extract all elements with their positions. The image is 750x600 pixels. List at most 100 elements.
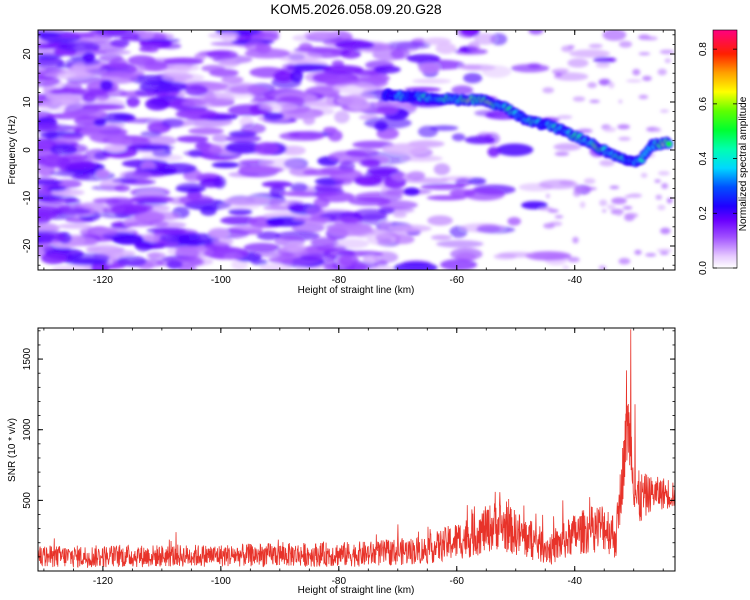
noise-blob [569, 49, 611, 58]
noise-blob [110, 204, 149, 216]
noise-blob [38, 66, 63, 75]
noise-blob [572, 189, 581, 197]
noise-blob [388, 224, 432, 233]
noise-blob [579, 201, 586, 209]
y-tick-label: 1000 [22, 418, 33, 441]
noise-blob [224, 141, 263, 154]
colorbar-tick-label: 0.6 [698, 96, 709, 110]
noise-blob [566, 181, 571, 186]
noise-blob [38, 75, 61, 87]
noise-blob [244, 40, 267, 52]
noise-blob [100, 80, 114, 91]
noise-blob [238, 166, 284, 174]
noise-blob [456, 30, 480, 39]
noise-blob [656, 248, 672, 252]
noise-blob [393, 212, 407, 218]
noise-blob [256, 231, 281, 241]
noise-blob [640, 172, 648, 178]
noise-blob [253, 251, 296, 258]
snr-plot-area [38, 329, 675, 568]
noise-blob [538, 206, 554, 211]
noise-blob [407, 171, 426, 181]
noise-blob [378, 220, 393, 232]
noise-blob [618, 40, 633, 48]
noise-blob [290, 182, 308, 192]
noise-blob [609, 185, 620, 190]
noise-blob [159, 43, 182, 50]
noise-blob [134, 88, 159, 97]
colorbar-label: Normalized spectral amplitude [738, 96, 749, 231]
noise-blob [638, 94, 649, 100]
noise-blob [390, 48, 411, 60]
noise-blob [440, 259, 478, 270]
spectrogram-plot-area [38, 30, 675, 270]
y-tick-label: 10 [22, 96, 33, 108]
noise-blob [38, 156, 46, 166]
noise-blob [227, 104, 269, 117]
noise-blob [50, 144, 77, 156]
noise-blob [135, 240, 153, 252]
noise-blob [223, 196, 271, 206]
noise-blob [208, 32, 240, 39]
noise-blob [116, 255, 147, 267]
noise-blob [273, 70, 294, 83]
noise-blob [660, 109, 669, 113]
noise-blob [436, 240, 484, 248]
noise-blob [62, 133, 84, 141]
noise-blob [666, 197, 673, 204]
noise-blob [464, 187, 505, 201]
noise-blob [602, 209, 607, 213]
y-tick-label: 1500 [22, 348, 33, 371]
noise-blob [317, 191, 355, 203]
x-tick-label: -60 [450, 275, 465, 286]
x-tick-label: -100 [211, 275, 231, 286]
noise-blob [661, 183, 669, 189]
noise-blob [393, 261, 438, 270]
noise-blob [298, 42, 313, 52]
noise-blob [286, 63, 333, 72]
noise-blob [38, 179, 63, 185]
noise-blob [557, 115, 573, 119]
noise-blob [254, 142, 280, 155]
noise-blob [581, 186, 597, 191]
noise-blob [201, 64, 226, 72]
noise-blob [562, 265, 570, 270]
noise-blob [69, 88, 108, 96]
noise-blob [103, 143, 127, 153]
spectrogram-x-axis: -120 -100 -80 -60 -40 [43, 30, 664, 286]
noise-blob [463, 72, 483, 84]
noise-blob [339, 160, 355, 172]
noise-blob [107, 137, 132, 146]
noise-blob [642, 75, 652, 81]
noise-blob [140, 130, 162, 138]
noise-blob [403, 187, 420, 196]
noise-blob [323, 126, 338, 134]
noise-blob [194, 53, 207, 60]
noise-blob [618, 257, 631, 265]
noise-blob [521, 201, 548, 210]
noise-blob [366, 233, 397, 246]
noise-blob [206, 49, 238, 60]
noise-blob [290, 70, 304, 83]
noise-blob [112, 234, 144, 245]
y-tick-label: 500 [22, 492, 33, 509]
y-tick-label: -20 [22, 238, 33, 253]
snr-series-line [38, 329, 675, 568]
snr-x-axis: -120 -100 -80 -60 -40 [43, 328, 664, 587]
noise-blob [528, 30, 544, 35]
noise-blob [199, 178, 223, 188]
noise-blob [82, 52, 95, 63]
noise-blob [603, 126, 617, 133]
noise-blob [592, 56, 617, 63]
noise-blob [306, 206, 325, 217]
noise-blob [352, 140, 394, 149]
noise-blob [657, 204, 666, 211]
colorbar-tick-label: 0.8 [698, 42, 709, 56]
noise-blob [364, 117, 412, 129]
noise-blob [175, 186, 207, 193]
y-tick-label: 20 [22, 48, 33, 60]
noise-blob [643, 36, 658, 41]
noise-blob [654, 179, 661, 183]
